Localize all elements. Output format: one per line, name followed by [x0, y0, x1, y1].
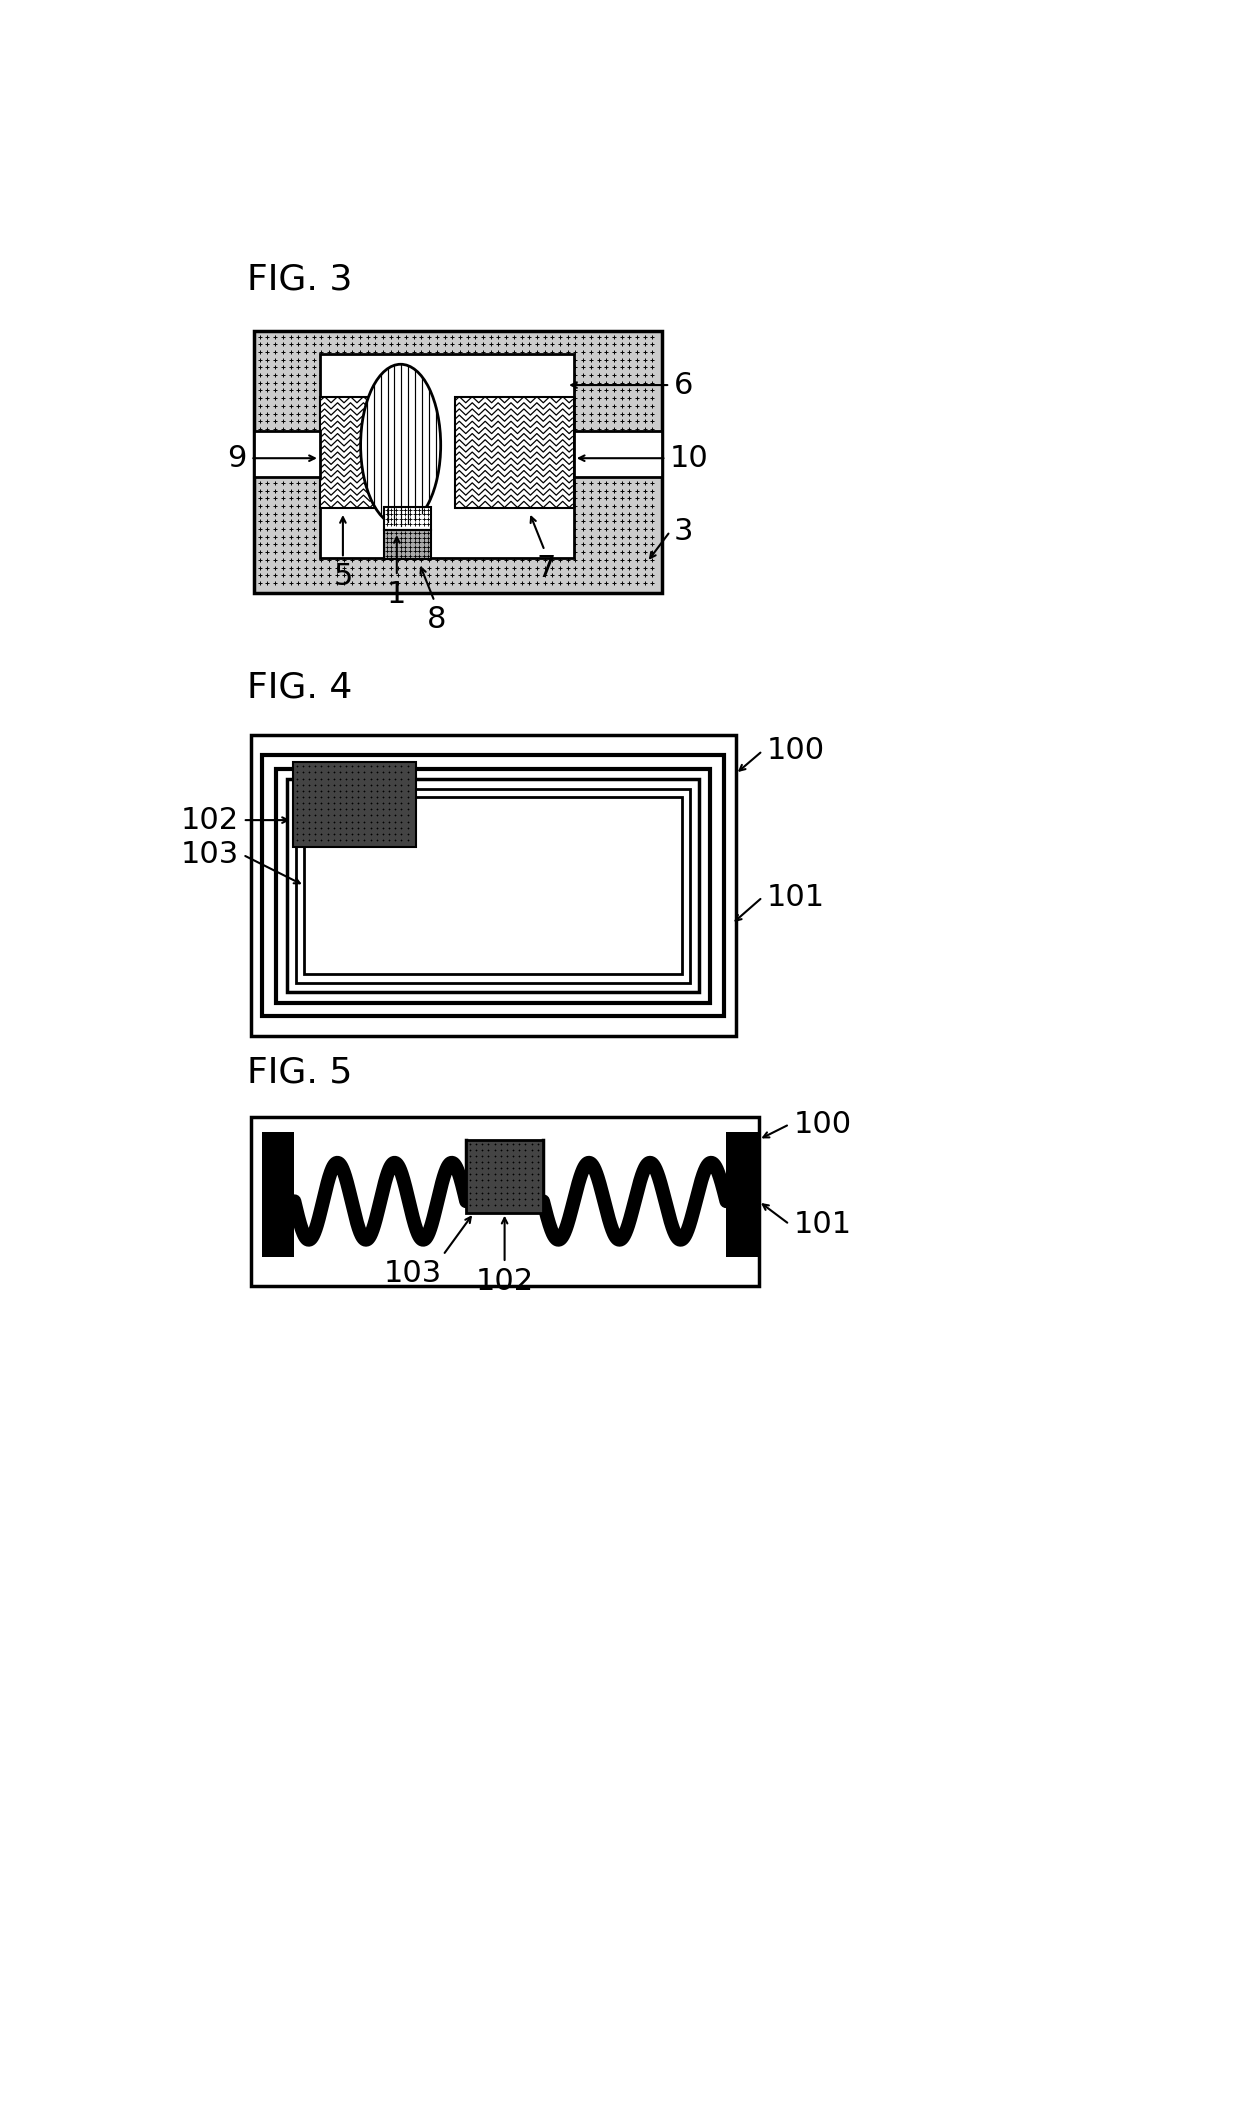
Bar	[277, 769, 711, 1002]
Bar	[262, 754, 724, 1017]
Text: FIG. 5: FIG. 5	[247, 1055, 352, 1089]
Bar	[320, 354, 574, 559]
Text: 103: 103	[181, 841, 239, 868]
Text: 7: 7	[537, 555, 556, 582]
Text: 100: 100	[794, 1110, 852, 1139]
Text: 1: 1	[387, 580, 407, 608]
Text: 9: 9	[227, 443, 247, 472]
Text: 100: 100	[766, 737, 825, 765]
Bar	[262, 1131, 294, 1256]
Bar	[727, 1131, 759, 1256]
Text: 6: 6	[675, 371, 693, 400]
Text: 101: 101	[794, 1209, 852, 1239]
Text: 10: 10	[670, 443, 709, 472]
Text: 8: 8	[427, 606, 446, 633]
Ellipse shape	[361, 364, 440, 525]
Text: 102: 102	[475, 1267, 533, 1296]
Text: FIG. 3: FIG. 3	[247, 263, 352, 297]
Text: 102: 102	[181, 805, 239, 834]
Bar	[383, 530, 432, 559]
Text: 5: 5	[334, 561, 352, 591]
Bar	[250, 735, 735, 1036]
Bar	[293, 762, 417, 847]
Bar	[455, 396, 574, 508]
Bar	[254, 330, 662, 593]
Text: 101: 101	[766, 883, 825, 911]
Bar	[296, 788, 691, 983]
Text: 3: 3	[675, 517, 693, 546]
Bar	[383, 506, 432, 530]
Bar	[250, 1116, 759, 1286]
Bar	[574, 432, 662, 477]
Bar	[320, 396, 401, 508]
Bar	[254, 432, 320, 477]
Bar	[466, 1139, 543, 1214]
Text: FIG. 4: FIG. 4	[247, 671, 352, 705]
Bar	[304, 796, 682, 974]
Text: 103: 103	[383, 1258, 441, 1288]
Bar	[286, 779, 699, 991]
